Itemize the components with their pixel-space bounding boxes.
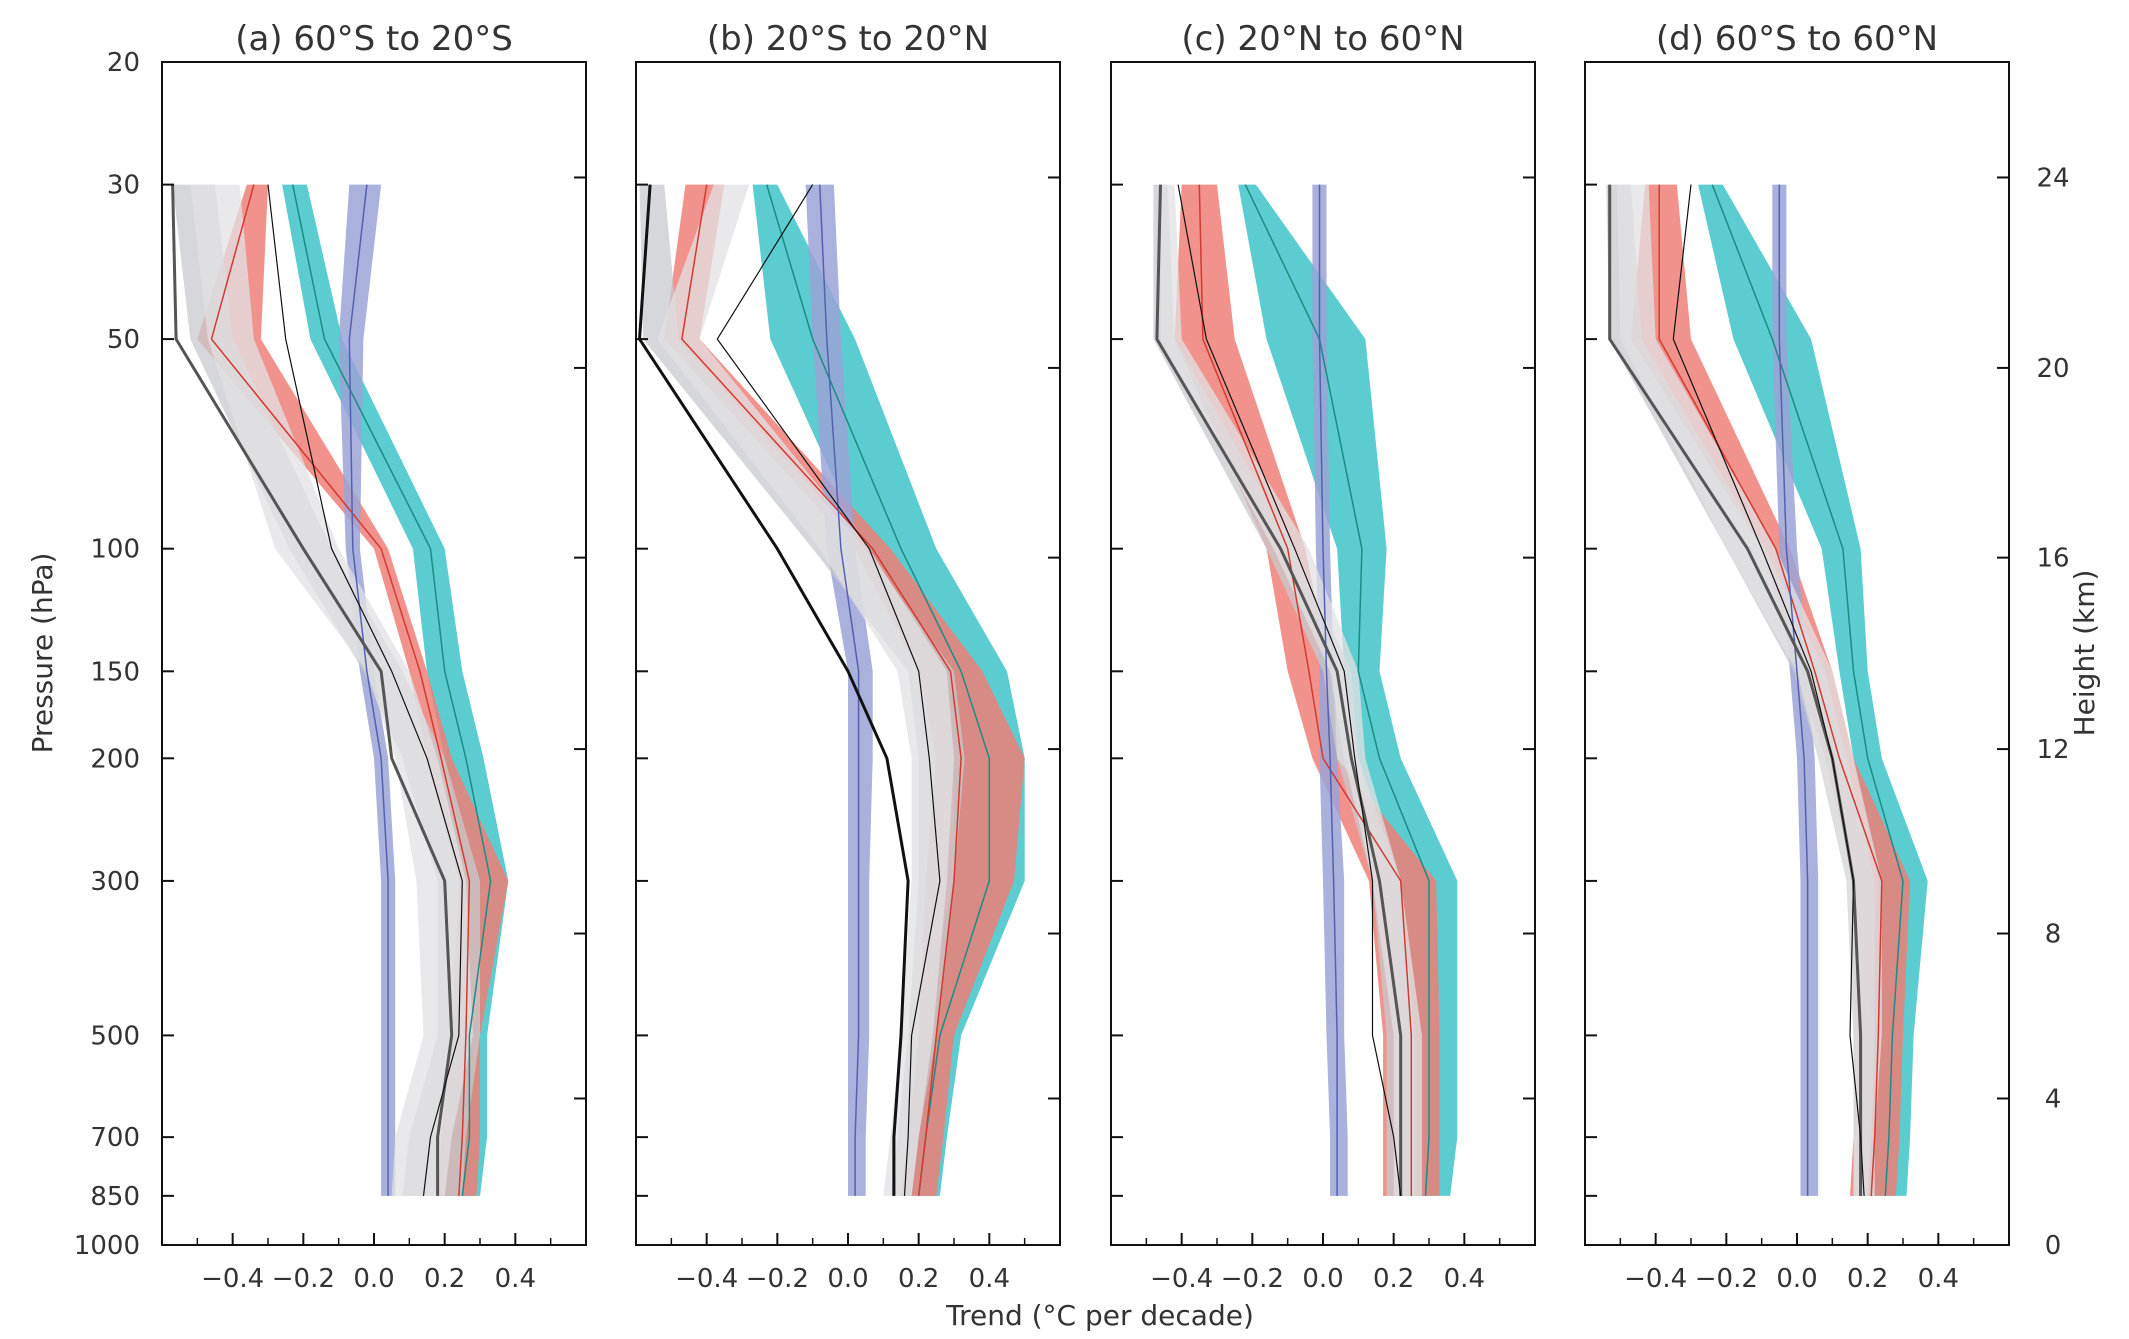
height-tick-label-5: 20 [2036, 354, 2069, 384]
x-tick-label-1-3: 0.2 [898, 1264, 939, 1294]
trend-band-0-2 [338, 184, 396, 1196]
trend-line-3-4 [1672, 184, 1865, 1196]
x-tick-label-0-3: 0.2 [424, 1264, 465, 1294]
trend-line-2-2 [1318, 184, 1338, 1196]
x-tick-label-1-0: −0.4 [675, 1264, 738, 1294]
x-tick-label-3-0: −0.4 [1624, 1264, 1687, 1294]
trend-line-2-3 [1155, 184, 1403, 1196]
x-tick-label-2-0: −0.4 [1150, 1264, 1213, 1294]
trend-band-3-2 [1772, 184, 1819, 1196]
panel-title-1: (b) 20°S to 20°N [707, 19, 989, 59]
pressure-tick-label-1: 30 [107, 171, 140, 201]
pressure-tick-label-10: 1000 [74, 1231, 140, 1261]
pressure-tick-label-8: 700 [90, 1123, 140, 1153]
panel-title-3: (d) 60°S to 60°N [1656, 19, 1938, 59]
trend-band-2-4 [1160, 184, 1422, 1196]
pressure-tick-label-7: 500 [90, 1021, 140, 1051]
panel-title-0: (a) 60°S to 20°S [235, 19, 513, 59]
trend-line-0-2 [348, 184, 389, 1196]
trend-line-0-4 [267, 184, 463, 1196]
trend-band-1-3 [639, 184, 965, 1196]
y-axis-title: Pressure (hPa) [26, 553, 59, 754]
trend-line-3-0 [1711, 184, 1904, 1196]
height-tick-label-2: 8 [2045, 920, 2062, 950]
x-tick-label-3-1: −0.2 [1695, 1264, 1758, 1294]
trend-line-0-3 [171, 184, 454, 1196]
trend-line-0-1 [210, 184, 471, 1196]
trend-line-3-1 [1658, 184, 1883, 1196]
trend-line-0-0 [291, 184, 492, 1196]
trend-line-1-2 [818, 184, 860, 1196]
x-tick-label-0-0: −0.4 [201, 1264, 264, 1294]
x-tick-label-1-1: −0.2 [746, 1264, 809, 1294]
pressure-tick-label-0: 20 [107, 48, 140, 78]
height-tick-label-6: 24 [2036, 163, 2069, 193]
x-tick-label-3-3: 0.2 [1847, 1264, 1888, 1294]
trend-line-2-4 [1177, 184, 1402, 1196]
height-tick-label-1: 4 [2045, 1084, 2062, 1114]
y2-axis-title: Height (km) [2068, 570, 2101, 737]
trend-line-3-2 [1778, 184, 1809, 1196]
x-tick-label-2-3: 0.2 [1373, 1264, 1414, 1294]
trend-line-2-1 [1198, 184, 1413, 1196]
pressure-tick-label-4: 150 [90, 657, 140, 687]
pressure-tick-label-2: 50 [107, 325, 140, 355]
pressure-tick-label-3: 100 [90, 535, 140, 565]
panel-title-2: (c) 20°N to 60°N [1181, 19, 1464, 59]
pressure-tick-label-9: 850 [90, 1182, 140, 1212]
height-tick-label-0: 0 [2045, 1231, 2062, 1261]
height-tick-label-4: 16 [2036, 544, 2069, 574]
x-tick-label-1-4: 0.4 [969, 1264, 1010, 1294]
trend-band-0-4 [190, 184, 473, 1196]
x-tick-label-3-4: 0.4 [1918, 1264, 1959, 1294]
x-tick-label-1-2: 0.0 [827, 1264, 868, 1294]
trend-band-1-2 [805, 184, 873, 1196]
height-tick-label-3: 12 [2036, 735, 2069, 765]
x-tick-label-0-4: 0.4 [495, 1264, 536, 1294]
x-tick-label-2-1: −0.2 [1221, 1264, 1284, 1294]
x-tick-label-2-4: 0.4 [1444, 1264, 1485, 1294]
trend-band-3-0 [1698, 184, 1928, 1196]
x-tick-label-3-2: 0.0 [1776, 1264, 1817, 1294]
trend-line-2-0 [1244, 184, 1430, 1196]
trend-line-1-0 [765, 184, 991, 1196]
trend-line-1-1 [681, 184, 962, 1196]
x-axis-title: Trend (°C per decade) [945, 1299, 1254, 1332]
trend-band-3-4 [1616, 184, 1882, 1196]
pressure-tick-label-5: 200 [90, 744, 140, 774]
trend-band-0-0 [282, 184, 509, 1196]
pressure-tick-label-6: 300 [90, 867, 140, 897]
trend-line-1-3 [638, 184, 910, 1196]
x-tick-label-2-2: 0.0 [1302, 1264, 1343, 1294]
trend-line-1-4 [716, 184, 941, 1196]
x-tick-label-0-1: −0.2 [272, 1264, 335, 1294]
trend-band-1-4 [657, 184, 954, 1196]
x-tick-label-0-2: 0.0 [353, 1264, 394, 1294]
